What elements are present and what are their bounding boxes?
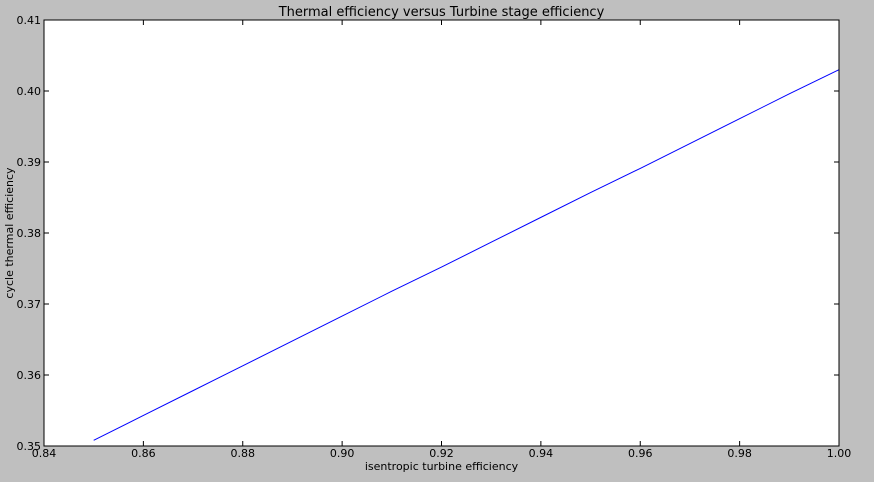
x-tick-label: 0.92 xyxy=(429,447,454,460)
ticks-layer: 0.84 0.86 0.88 0.90 0.92 0.94 0.96 0.98 1.00 0.35… xyxy=(17,14,852,460)
x-tick-label: 0.90 xyxy=(330,447,355,460)
y-axis-label: cycle thermal efficiency xyxy=(3,167,16,299)
x-tick-label: 0.94 xyxy=(529,447,554,460)
x-tick-label: 0.88 xyxy=(231,447,256,460)
series-layer xyxy=(93,69,840,441)
plot-frame xyxy=(43,19,840,447)
y-tick-label: 0.37 xyxy=(17,298,42,311)
series-line-0 xyxy=(93,69,840,441)
x-axis-label: isentropic turbine efficiency xyxy=(365,460,519,473)
x-tick-label: 1.00 xyxy=(827,447,852,460)
chart-title: Thermal efficiency versus Turbine stage … xyxy=(278,5,605,20)
y-tick-label: 0.41 xyxy=(17,14,42,27)
x-tick-label: 0.96 xyxy=(628,447,653,460)
y-tick-label: 0.36 xyxy=(17,369,42,382)
y-tick-label: 0.38 xyxy=(17,227,42,240)
y-tick-label: 0.35 xyxy=(17,440,42,453)
x-tick-label: 0.86 xyxy=(131,447,156,460)
y-tick-label: 0.40 xyxy=(17,85,42,98)
x-tick-label: 0.84 xyxy=(32,447,57,460)
y-tick-label: 0.39 xyxy=(17,156,42,169)
plot-area xyxy=(44,20,839,446)
x-tick-label: 0.98 xyxy=(727,447,752,460)
